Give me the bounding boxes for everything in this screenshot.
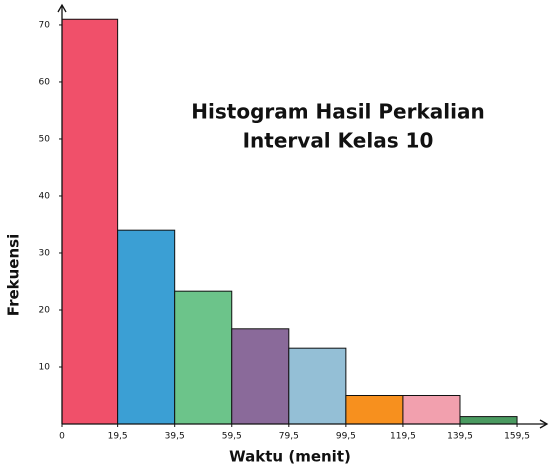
chart-title: Histogram Hasil Perkalian — [191, 100, 484, 124]
x-axis-label: Waktu (menit) — [229, 448, 351, 466]
bar — [459, 416, 518, 425]
chart-title: Interval Kelas 10 — [243, 129, 434, 153]
bar — [174, 290, 233, 425]
x-tick-label: 0 — [59, 432, 65, 442]
y-tick-label: 30 — [39, 248, 51, 258]
x-tick-label: 119,5 — [390, 432, 416, 442]
y-tick-label: 10 — [39, 362, 51, 372]
bar — [402, 394, 461, 425]
bar — [117, 229, 176, 425]
y-tick-label: 60 — [39, 77, 51, 87]
y-tick-label: 20 — [39, 305, 51, 315]
x-tick-label: 139,5 — [447, 432, 473, 442]
bar — [61, 18, 119, 425]
x-tick-label: 79,5 — [279, 432, 299, 442]
bar — [288, 347, 347, 425]
y-tick-label: 70 — [39, 20, 51, 30]
x-tick-label: 19,5 — [108, 432, 128, 442]
x-tick-label: 159,5 — [504, 432, 530, 442]
bar — [231, 328, 290, 425]
x-tick-label: 59,5 — [222, 432, 242, 442]
x-tick-label: 39,5 — [165, 432, 185, 442]
y-axis-label: Frekuensi — [5, 234, 23, 316]
y-tick-label: 50 — [39, 134, 51, 144]
bar — [345, 394, 404, 425]
x-tick-label: 99,5 — [336, 432, 356, 442]
y-tick-label: 40 — [39, 191, 51, 201]
